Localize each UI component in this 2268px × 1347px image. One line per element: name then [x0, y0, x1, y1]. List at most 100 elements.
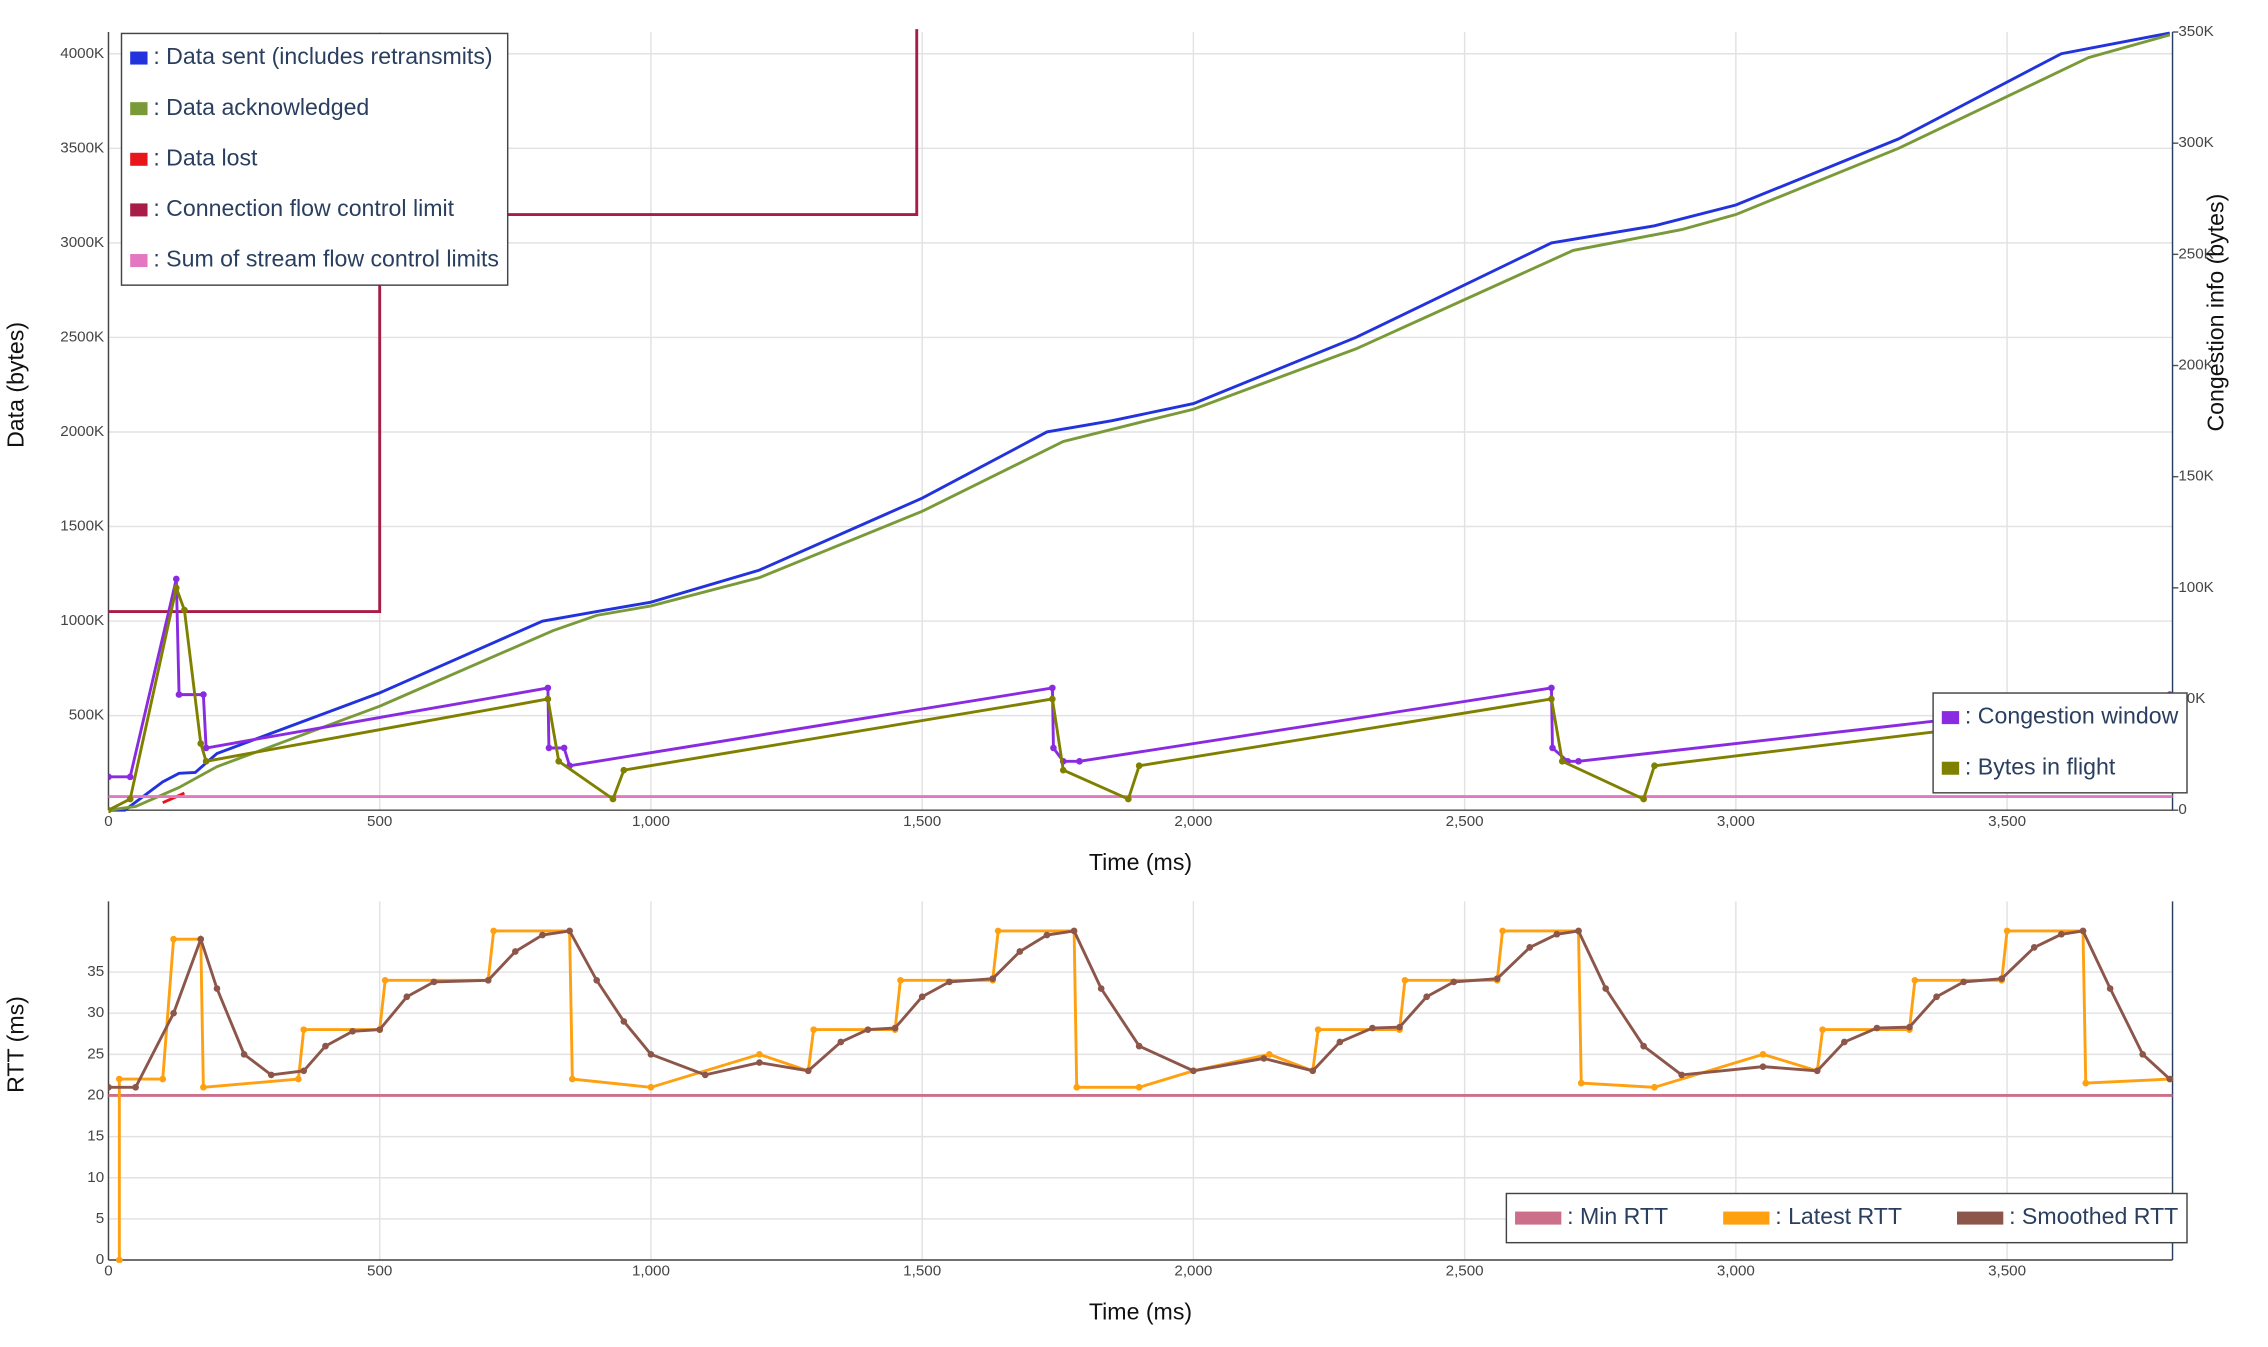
legend-swatch: [1957, 1211, 2004, 1225]
y-tick-label: 20: [87, 1086, 104, 1103]
series-marker: [2079, 927, 2087, 935]
series-marker: [1640, 795, 1647, 803]
series-marker: [756, 1051, 763, 1058]
legend-box: [120, 32, 509, 286]
series-marker: [240, 1051, 248, 1058]
series-marker: [300, 1026, 308, 1033]
series-marker: [1050, 744, 1057, 752]
series-marker: [1841, 1038, 1848, 1046]
series-marker: [1336, 1038, 1344, 1046]
series-marker: [1553, 930, 1561, 938]
series-marker: [430, 978, 438, 986]
series-marker: [918, 993, 926, 1001]
series-marker: [1043, 931, 1051, 939]
series-marker: [172, 575, 180, 583]
series-marker: [1076, 757, 1083, 765]
series-marker: [2058, 930, 2065, 938]
y2-tick-label: 200K: [2178, 357, 2213, 374]
series-marker: [202, 744, 210, 752]
series-marker: [381, 976, 389, 984]
legend-swatch: [130, 51, 148, 65]
series-marker: [1549, 744, 1556, 752]
series-marker: [897, 976, 904, 984]
series-marker: [1575, 927, 1582, 935]
series-marker: [2030, 944, 2038, 951]
series-marker: [2106, 985, 2114, 992]
series-marker: [295, 1075, 302, 1083]
series-marker: [175, 691, 183, 698]
series-marker: [2082, 1079, 2090, 1087]
legend-swatch: [130, 102, 148, 116]
y-tick-label: 2000K: [60, 423, 104, 440]
series-marker: [1059, 766, 1067, 774]
x-tick-label: 3,000: [1717, 1263, 1755, 1280]
series-marker: [108, 773, 112, 781]
series-marker: [2139, 1051, 2147, 1058]
series-marker: [804, 1067, 812, 1075]
series-marker: [1450, 978, 1458, 986]
series-marker: [376, 1026, 384, 1033]
series-marker: [1911, 976, 1919, 984]
series-marker: [1577, 1079, 1585, 1087]
series-marker: [132, 1083, 139, 1091]
series-marker: [701, 1071, 709, 1079]
y-tick-label: 1000K: [60, 612, 104, 629]
series-marker: [1651, 762, 1658, 770]
series-marker: [1097, 985, 1105, 992]
series-marker: [945, 978, 953, 986]
series-marker: [116, 1075, 123, 1083]
legend-swatch: [1515, 1211, 1562, 1225]
series-marker: [544, 695, 552, 703]
series-marker: [267, 1071, 275, 1079]
x-axis-title: Time (ms): [1089, 849, 1192, 875]
x-tick-label: 3,000: [1717, 813, 1755, 830]
series-marker: [647, 1051, 655, 1058]
y-tick-label: 15: [87, 1128, 104, 1145]
series-marker: [539, 931, 546, 939]
series-marker: [620, 1018, 628, 1025]
series-marker: [1493, 975, 1501, 982]
series-marker: [1314, 1026, 1322, 1033]
series-marker: [545, 744, 553, 752]
series-marker: [300, 1067, 308, 1075]
legend-label: : Bytes in flight: [1965, 753, 2116, 779]
x-tick-label: 1,500: [903, 813, 941, 830]
x-tick-label: 1,000: [632, 813, 670, 830]
y-tick-label: 0: [96, 1251, 104, 1268]
series-marker: [1558, 757, 1566, 765]
legend: : Congestion window: Bytes in flight: [1932, 692, 2188, 794]
y2-tick-label: 350K: [2178, 23, 2213, 40]
x-tick-label: 2,000: [1174, 813, 1212, 830]
series-marker: [568, 1075, 576, 1083]
series-marker: [1190, 1067, 1197, 1075]
series-marker: [1260, 1055, 1268, 1062]
y-tick-label: 2500K: [60, 328, 104, 345]
x-tick-label: 2,500: [1446, 813, 1484, 830]
series-marker: [1813, 1067, 1821, 1075]
y-axis-title: Data (bytes): [2, 322, 28, 448]
legend-box: [1505, 1192, 2188, 1244]
series-marker: [200, 691, 207, 698]
series-marker: [1266, 1051, 1273, 1058]
legend-box: [1932, 692, 2188, 794]
y-tick-label: 10: [87, 1169, 104, 1186]
series-marker: [1401, 976, 1409, 984]
legend-swatch: [130, 152, 148, 166]
legend: : Min RTT: Latest RTT: Smoothed RTT: [1505, 1192, 2188, 1244]
series-marker: [403, 993, 411, 1001]
series-marker: [566, 927, 573, 935]
x-tick-label: 3,500: [1988, 1263, 2026, 1280]
series-line: [108, 31, 2171, 812]
series-marker: [891, 1024, 899, 1032]
legend-label: : Sum of stream flow control limits: [153, 246, 499, 272]
y-tick-label: 4000K: [60, 45, 104, 62]
series-marker: [1759, 1063, 1767, 1071]
series-marker: [1906, 1023, 1913, 1031]
series-marker: [2003, 927, 2011, 935]
series-marker: [1548, 695, 1555, 703]
series-marker: [202, 757, 210, 765]
y2-tick-label: 0: [2178, 801, 2186, 818]
series-marker: [172, 584, 180, 592]
